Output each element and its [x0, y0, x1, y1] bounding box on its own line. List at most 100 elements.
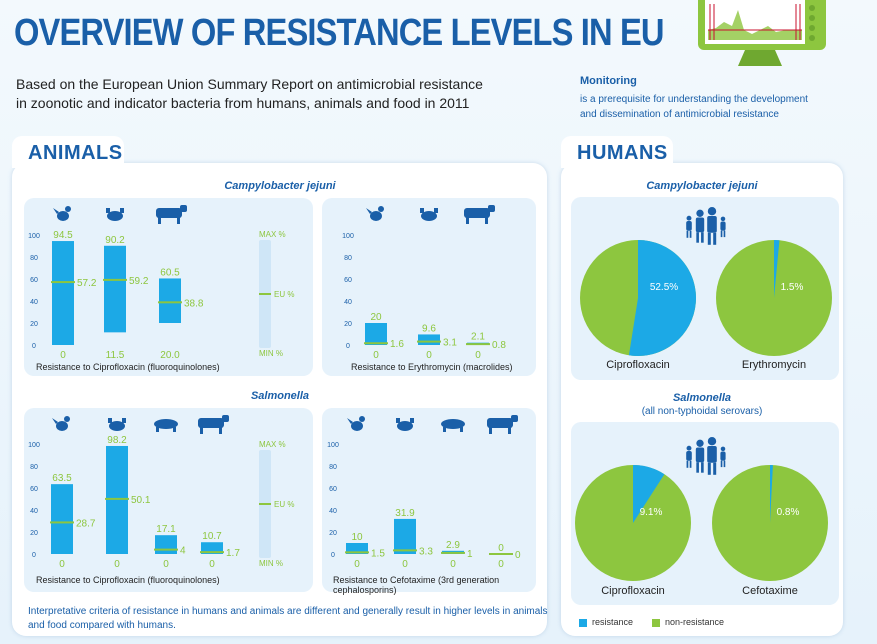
eu-value-label: 59.2: [129, 276, 149, 287]
child-2-leg-2: [723, 230, 726, 238]
cattle-body-shape: [198, 418, 224, 428]
eu-value-label: 4: [180, 546, 186, 557]
pig-leg-shape: [156, 427, 159, 432]
animals-salmonella-title: Salmonella: [250, 390, 310, 402]
pie-title: Cefotaxime: [742, 585, 798, 597]
adult-2-torso: [707, 216, 717, 233]
chicken-body-shape: [57, 211, 69, 221]
pie-slice-resistance: [774, 240, 780, 298]
eu-mean-line: [441, 551, 465, 554]
max-value-label: 10: [351, 532, 363, 543]
chicken-body-shape: [351, 421, 363, 431]
chicken-head-shape: [65, 206, 71, 212]
chicken-tail-shape: [53, 208, 59, 214]
eu-value-label: 28.7: [76, 518, 96, 529]
cattle-leg-shape-2: [219, 427, 222, 434]
adult-leg-2: [701, 462, 704, 473]
range-bar: [159, 278, 181, 323]
pie-slice-resistance: [770, 465, 773, 523]
y-tick-label: 60: [329, 486, 337, 493]
eu-value-label: 1.5: [371, 548, 385, 559]
pig-body-shape: [154, 419, 178, 429]
child-torso: [686, 221, 692, 231]
cattle-head-shape: [222, 415, 229, 422]
cattle-leg-shape-2: [177, 217, 180, 224]
eu-value-label: 50.1: [131, 495, 151, 506]
eu-value-label: 0.8: [492, 340, 506, 351]
range-bar: [51, 484, 73, 554]
y-tick-label: 80: [329, 464, 337, 471]
eu-mean-line: [489, 553, 513, 555]
eu-mean-line: [364, 342, 388, 345]
cattle-head-shape: [511, 415, 518, 422]
chart-title: Resistance to Erythromycin (macrolides): [351, 362, 513, 372]
cattle-leg-shape-2: [485, 217, 488, 224]
y-tick-label: 20: [30, 321, 38, 328]
cattle-body-shape: [464, 208, 490, 218]
max-value-label: 98.2: [107, 435, 127, 446]
eu-value-label: 1.6: [390, 339, 404, 350]
chicken-tail-shape: [52, 418, 58, 424]
broiler-leg-shape: [396, 418, 400, 423]
adult-2-leg: [707, 232, 711, 245]
adult-leg: [696, 462, 699, 473]
cattle-leg-shape: [158, 217, 161, 224]
broiler-meat-icon: [420, 208, 438, 221]
y-tick-label: 60: [30, 486, 38, 493]
pig-icon: [154, 419, 178, 432]
min-value-label: 11.5: [106, 350, 125, 361]
eu-mean-line: [51, 281, 75, 284]
max-value-label: 20: [370, 312, 382, 323]
adult-head: [696, 209, 704, 217]
child-leg: [686, 460, 689, 468]
y-tick-label: 80: [344, 255, 352, 262]
adult-leg: [696, 232, 699, 243]
eu-value-label: 1.7: [226, 548, 240, 559]
family-icon-2: [686, 437, 726, 475]
range-bar: [201, 542, 223, 554]
child-leg-2: [689, 460, 692, 468]
y-tick-label: 0: [331, 552, 335, 559]
broiler-body-shape: [109, 421, 125, 431]
pig-icon: [441, 419, 465, 432]
y-tick-label: 40: [30, 299, 38, 306]
min-value-label: 0: [209, 559, 215, 570]
y-tick-label: 20: [329, 530, 337, 537]
cattle-icon: [464, 205, 495, 224]
eu-mean-line: [417, 340, 441, 343]
min-value-label: 0: [450, 559, 456, 570]
child-head: [686, 445, 692, 451]
y-tick-label: 80: [30, 464, 38, 471]
chicken-icon: [52, 416, 70, 431]
max-value-label: 2.1: [471, 332, 485, 343]
adult-leg-2: [701, 232, 704, 243]
min-value-label: 0: [59, 559, 65, 570]
adult-2-leg-2: [713, 232, 717, 245]
chicken-tail-shape: [347, 418, 353, 424]
y-tick-label: 20: [344, 321, 352, 328]
y-tick-label: 60: [30, 277, 38, 284]
cattle-body-shape: [487, 418, 513, 428]
min-value-label: 0: [60, 350, 66, 361]
chart-title-line-2: cephalosporins): [333, 585, 397, 595]
subtitle: Based on the European Union Summary Repo…: [16, 75, 546, 113]
chicken-head-shape: [378, 206, 384, 212]
monitoring-text: is a prerequisite for understanding the …: [580, 92, 840, 122]
y-tick-label: 100: [342, 233, 354, 240]
eu-value-label: 3.3: [419, 546, 433, 557]
pie-value-label: 0.8%: [777, 507, 800, 518]
broiler-leg-shape-2: [434, 208, 438, 213]
broiler-body-shape: [107, 211, 123, 221]
max-value-label: 17.1: [156, 524, 176, 535]
child-leg-2: [689, 230, 692, 238]
cattle-leg-shape: [489, 427, 492, 434]
y-tick-label: 40: [30, 508, 38, 515]
pie-value-label: 9.1%: [640, 507, 663, 518]
eu-mean-line: [345, 551, 369, 554]
child-2-leg: [720, 460, 723, 468]
monitoring-line-2: and dissemination of antimicrobial resis…: [580, 109, 779, 120]
scale-min-label-2: MIN %: [259, 559, 283, 568]
scale-eu-label-2: EU %: [274, 500, 295, 509]
max-value-label: 2.9: [446, 540, 460, 551]
